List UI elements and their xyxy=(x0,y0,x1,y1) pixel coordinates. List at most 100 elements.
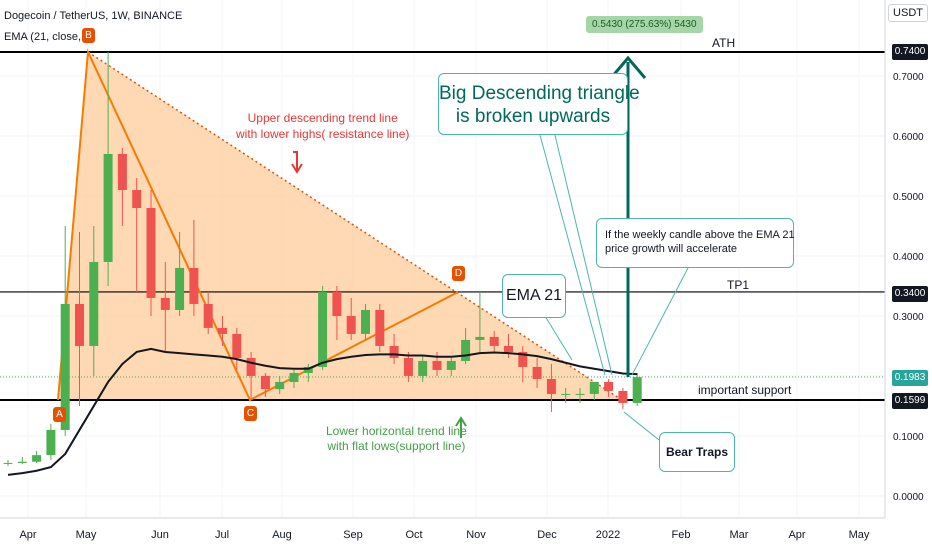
candle-body xyxy=(132,189,142,208)
candle-body xyxy=(632,377,642,403)
candle xyxy=(275,375,285,394)
candle-body xyxy=(532,366,542,379)
x-tick-label: Apr xyxy=(19,529,36,541)
y-tick-label: 0.0000 xyxy=(893,492,924,503)
x-tick-label: Jul xyxy=(215,529,229,541)
candle xyxy=(589,381,599,400)
candle-body xyxy=(218,327,227,334)
candle xyxy=(303,363,313,382)
x-tick-label: Sep xyxy=(343,529,363,541)
currency-button[interactable]: USDT xyxy=(888,4,928,22)
candle-body xyxy=(403,357,413,376)
candle-body xyxy=(175,267,185,310)
candle xyxy=(218,315,227,346)
candle-body xyxy=(389,345,399,358)
candle xyxy=(189,219,199,316)
candle xyxy=(160,261,170,352)
x-tick-label: Feb xyxy=(672,529,691,541)
upper-trend-annotation: Upper descending trend line with lower h… xyxy=(236,111,410,141)
x-tick-label: Mar xyxy=(730,529,749,541)
candle-body xyxy=(561,393,571,395)
candle xyxy=(546,363,556,412)
support-label: important support xyxy=(698,383,792,397)
tp1-label: TP1 xyxy=(727,278,750,292)
y-tick-label: 0.6000 xyxy=(893,132,924,143)
candle xyxy=(246,351,256,400)
x-tick-label: May xyxy=(76,529,97,541)
candle xyxy=(60,225,70,436)
point-d-label: D xyxy=(452,266,465,281)
x-tick-label: Aug xyxy=(272,529,292,541)
candle-body xyxy=(446,360,456,370)
bear-traps-connector xyxy=(623,411,660,441)
candle xyxy=(575,387,585,403)
candle-body xyxy=(60,303,70,430)
candle-body xyxy=(461,339,471,361)
candle xyxy=(332,285,342,340)
candle xyxy=(132,177,142,292)
candle xyxy=(518,345,528,382)
candle xyxy=(75,231,84,406)
support-price-badge: 0.1599 xyxy=(892,393,928,409)
candle xyxy=(561,387,571,403)
candle xyxy=(175,231,185,316)
candle-body xyxy=(489,336,499,346)
candle xyxy=(461,327,471,364)
up-arrow-icon xyxy=(455,416,467,438)
projection-arrowhead xyxy=(609,55,647,79)
y-tick-label: 0.4000 xyxy=(893,252,924,263)
weekly-candle-callout: If the weekly candle above the EMA 21 pr… xyxy=(596,218,795,268)
bear-traps-callout: Bear Traps xyxy=(659,432,735,472)
point-c-label: C xyxy=(244,406,257,421)
candle-body xyxy=(518,351,528,367)
candle-body xyxy=(604,381,614,391)
candles xyxy=(3,52,642,466)
x-tick-label: 2022 xyxy=(596,529,620,541)
candle xyxy=(32,450,42,463)
candle xyxy=(318,285,328,370)
ath-price-badge: 0.7400 xyxy=(892,44,928,60)
candle-body xyxy=(232,333,242,358)
resistance-line xyxy=(87,51,623,401)
abcd-pattern-line xyxy=(57,48,459,402)
triangle-connector xyxy=(539,134,606,376)
candle xyxy=(475,291,485,352)
candle-body xyxy=(17,461,27,463)
candle-body xyxy=(361,309,370,334)
point-b-label: B xyxy=(82,28,95,43)
candle-body xyxy=(475,336,485,340)
candle-body xyxy=(46,429,56,456)
y-tick-label: 0.7000 xyxy=(893,72,924,83)
candle-body xyxy=(375,309,385,346)
pattern-lines xyxy=(57,48,623,402)
candle xyxy=(532,357,542,388)
x-tick-label: Apr xyxy=(788,529,805,541)
candle xyxy=(418,354,428,382)
candle xyxy=(103,52,113,286)
candle xyxy=(403,351,413,382)
triangle-callout: Big Descending triangle is broken upward… xyxy=(438,73,640,135)
y-tick-label: 0.3000 xyxy=(893,312,924,323)
tp1-price-badge: 0.3400 xyxy=(892,286,928,302)
candle xyxy=(489,330,499,352)
down-arrow-icon xyxy=(291,151,303,174)
weekly-connector xyxy=(631,267,689,376)
ema-callout: EMA 21 xyxy=(502,274,566,318)
candle-body xyxy=(418,360,428,376)
candle-body xyxy=(589,381,599,394)
candle-body xyxy=(289,372,299,382)
candle xyxy=(3,459,13,466)
y-tick-label: 0.5000 xyxy=(893,192,924,203)
candle-body xyxy=(203,303,213,328)
candle-body xyxy=(117,153,127,190)
candle xyxy=(346,297,356,340)
candle-body xyxy=(432,360,442,370)
candle-body xyxy=(303,366,313,373)
candle xyxy=(361,303,370,340)
candle xyxy=(203,291,213,334)
ema-connector xyxy=(544,315,573,361)
candle-body xyxy=(260,375,270,390)
candle-body xyxy=(3,462,13,464)
descending-triangle xyxy=(58,52,622,400)
candle-body xyxy=(146,207,156,298)
